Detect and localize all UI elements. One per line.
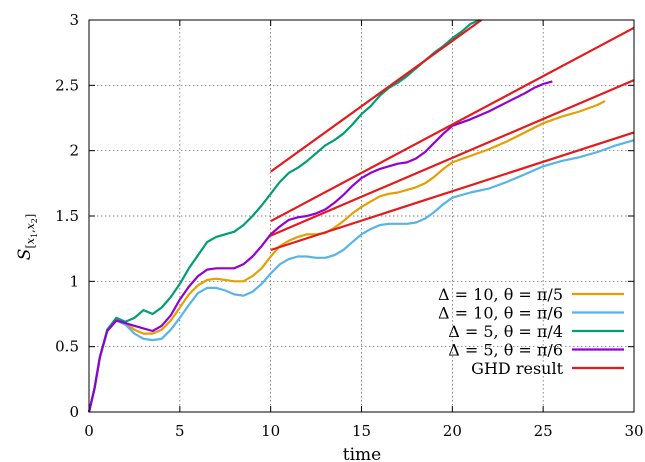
series-line-4 — [87, 80, 553, 413]
x-tick-label: 20 — [443, 422, 462, 440]
legend-label-1: Δ = 10, θ = π/5 — [438, 285, 563, 304]
y-tick-label: 0 — [69, 403, 79, 421]
y-axis-title: S[x1,x2] — [15, 214, 39, 260]
tick-marks — [88, 19, 635, 413]
legend: Δ = 10, θ = π/5Δ = 10, θ = π/6Δ = 5, θ =… — [438, 285, 624, 378]
tick-labels: 0 5 10 15 20 25 30 0 0.5 1 1.5 2 2.5 3 — [55, 11, 643, 440]
series-line-ghd-3 — [270, 79, 635, 237]
svg-text:S[x1,x2]: S[x1,x2] — [15, 214, 39, 260]
x-tick-label: 5 — [175, 422, 185, 440]
legend-label-4: Δ = 5, θ = π/6 — [448, 341, 563, 360]
legend-label-2: Δ = 10, θ = π/6 — [438, 304, 563, 323]
series-line-ghd-4 — [270, 131, 635, 252]
y-tick-label: 2.5 — [55, 76, 79, 94]
x-tick-label: 25 — [534, 422, 553, 440]
x-tick-label: 15 — [352, 422, 371, 440]
series-line-2 — [87, 139, 635, 413]
series-line-1 — [87, 100, 606, 413]
plot-area — [87, 18, 635, 413]
legend-label-5: GHD result — [471, 359, 563, 378]
x-tick-label: 0 — [84, 422, 94, 440]
series-line-3 — [87, 18, 481, 413]
y-tick-label: 0.5 — [55, 338, 79, 356]
y-tick-label: 2 — [69, 142, 79, 160]
x-axis-title: time — [343, 445, 381, 462]
y-tick-label: 3 — [69, 11, 79, 29]
legend-label-3: Δ = 5, θ = π/4 — [448, 322, 563, 341]
y-tick-label: 1 — [69, 272, 79, 290]
y-tick-label: 1.5 — [55, 207, 79, 225]
series-line-ghd-2 — [270, 26, 635, 223]
grid-lines — [89, 20, 634, 412]
x-tick-label: 10 — [261, 422, 280, 440]
series-line-ghd-1 — [270, 19, 483, 173]
x-tick-label: 30 — [624, 422, 643, 440]
